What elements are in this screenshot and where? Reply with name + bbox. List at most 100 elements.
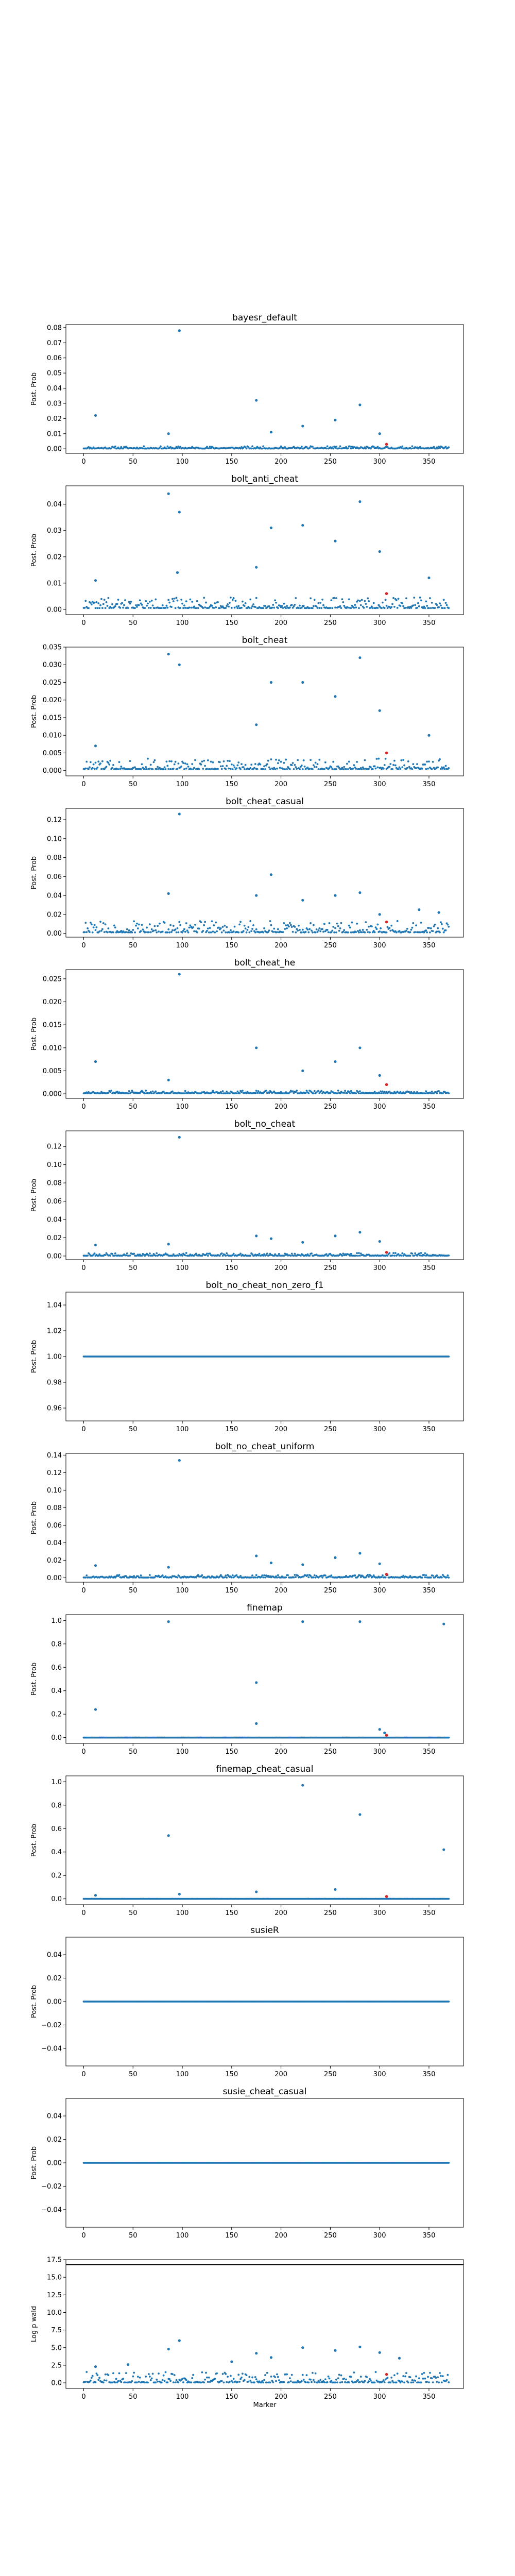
data-point [350,931,352,934]
y-tick-label: 0.00 [47,1252,62,1260]
data-point [353,606,355,609]
data-point [96,766,99,769]
x-tick-label: 50 [129,942,138,950]
data-point [379,1092,381,1094]
axes-frame [65,1775,464,1905]
data-point [324,930,327,933]
data-point [419,931,421,934]
data-point [282,768,284,770]
data-point [178,921,181,923]
data-point [433,925,435,927]
data-point [105,766,108,768]
data-point [141,1090,143,1092]
data-point [330,1574,333,1577]
data-point [203,924,205,926]
data-point [374,767,377,770]
data-point [441,1574,444,1576]
data-point [411,1252,414,1255]
data-point [245,931,248,934]
data-point [310,597,312,600]
data-point [305,1255,308,1257]
data-point [363,606,365,609]
x-tick-label: 0 [81,2071,85,2078]
data-point [136,922,138,925]
data-point [397,768,400,770]
data-point [180,598,183,601]
peak-point [378,709,381,712]
data-point [140,1574,142,1577]
data-point [183,604,185,607]
causal-point [385,443,388,446]
data-point [268,1092,270,1094]
data-point [426,760,428,763]
y-tick-label: 0.06 [47,1522,62,1530]
x-tick-label: 0 [81,2232,85,2240]
data-point [362,929,364,931]
data-point [433,446,435,448]
data-point [141,924,143,926]
data-point [225,768,227,770]
data-point [425,1090,427,1093]
data-point [90,923,93,926]
data-point [222,760,225,762]
data-point [388,927,391,929]
peak-point [301,1563,304,1566]
data-point [230,763,233,766]
data-point [204,606,206,608]
data-point [202,929,204,932]
peak-point [167,1243,170,1246]
data-point [346,762,348,765]
axes-frame [65,485,464,615]
data-point [245,1092,248,1095]
data-point [219,927,222,929]
data-point [99,762,101,765]
data-point [440,768,442,770]
x-tick-label: 300 [373,1426,386,1433]
panel-susie_cheat_casual: −0.04−0.020.000.020.040 50 100 150 200 250 300… [30,2087,464,2240]
data-point [221,1255,224,1257]
data-point [100,768,102,770]
data-point [90,603,93,606]
data-point [255,1574,258,1577]
data-point [276,931,278,933]
data-point [100,598,102,600]
data-point [163,766,166,769]
data-point [272,930,274,933]
data-point [358,1090,361,1093]
data-point [351,921,353,924]
data-point [210,760,212,763]
data-point [98,930,101,933]
data-point [310,922,312,924]
data-point [85,760,88,763]
data-point [284,928,286,930]
data-point [249,920,252,922]
data-point [412,922,415,924]
data-point [195,607,197,609]
data-point [262,768,265,770]
data-point [237,761,240,764]
data-point [316,763,319,766]
data-point [215,606,217,608]
x-tick-label: 0 [81,1909,85,1917]
data-point [221,926,224,928]
peak-point [378,1240,381,1243]
data-point [175,597,178,599]
data-point [87,1255,89,1257]
data-point [125,931,127,934]
x-tick-label: 200 [274,2071,287,2078]
data-point [302,759,305,761]
data-point [432,760,434,763]
y-tick-label: −0.02 [41,2022,62,2029]
data-point [203,759,205,762]
data-point [285,607,287,609]
data-point [390,924,393,927]
data-point [283,922,285,924]
data-point [84,1577,87,1579]
data-point [184,1090,186,1092]
peak-point [358,1046,362,1049]
data-point [277,1574,279,1577]
data-point [116,603,118,605]
data-point [250,1576,253,1579]
data-point [133,1252,135,1255]
x-tick-label: 300 [373,619,386,627]
